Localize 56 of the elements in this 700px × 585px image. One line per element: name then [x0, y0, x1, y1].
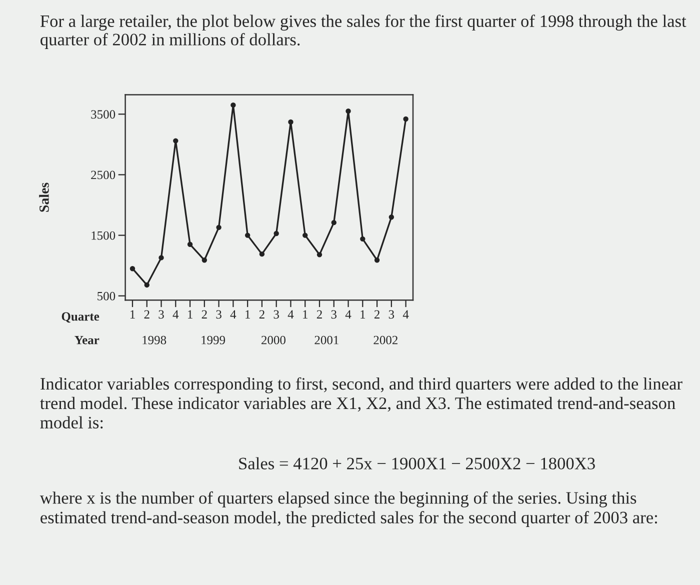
point	[360, 236, 366, 242]
text: Year	[74, 336, 100, 344]
point	[173, 138, 178, 144]
x-tick-label: 3	[388, 310, 394, 319]
x-tick-label: 4	[402, 310, 409, 318]
point	[274, 230, 279, 236]
y-tick-label: 500	[98, 292, 116, 300]
point	[346, 108, 351, 114]
point	[288, 119, 294, 125]
point	[316, 252, 322, 258]
point	[130, 266, 136, 272]
text: 1999	[202, 336, 226, 344]
point	[403, 116, 408, 122]
x-tick-label: 2	[374, 310, 380, 318]
x-tick-label: 1	[246, 310, 250, 318]
text: where x is the number of quarters elapsed since the beginning of the series. Using this estimated trend-and-season model, the predicted sales for the second quarter of 2003 are:	[40, 491, 657, 527]
y-tick-label: 3500	[91, 110, 116, 119]
x-tick-label: 1	[130, 310, 135, 318]
x-tick-label: 4	[230, 310, 236, 318]
x-tick-label: 3	[158, 310, 164, 319]
x-tick-label: 2	[259, 310, 264, 318]
x-tick-label: 4	[172, 310, 179, 318]
x-tick-label: 4	[345, 310, 352, 318]
point	[187, 242, 193, 247]
text: Sales = 4120 + 25x − 1900X1 − 2500X2 − 1800X3	[239, 457, 595, 470]
point	[158, 255, 164, 260]
x-tick-label: 3	[331, 310, 337, 319]
point	[302, 232, 308, 238]
point	[331, 220, 336, 226]
y-tick-label: 1500	[92, 231, 116, 240]
y-axis-title: Sales	[39, 182, 49, 212]
chart-title: For a large retailer, the plot below gives the sales for the first quarter of 1998 through the last quarter of 2002 in millions of dollars.	[40, 14, 686, 49]
text: Quarte	[62, 312, 100, 323]
point	[388, 214, 394, 220]
x-tick-label: 2	[316, 310, 322, 318]
text: 2000	[262, 336, 286, 344]
point	[244, 232, 250, 238]
x-tick-label: 1	[303, 310, 308, 318]
x-tick-label: 1	[360, 310, 366, 318]
x-tick-label: 1	[188, 310, 192, 318]
point	[216, 224, 222, 230]
point	[144, 282, 150, 288]
x-tick-label: 3	[216, 310, 222, 319]
text: 2002	[374, 336, 398, 344]
text: 2001	[314, 336, 338, 344]
text: 1998	[142, 336, 166, 344]
text: Indicator variables corresponding to first, second, and third quarters were added to the linear trend model. These indicator variables are X1, X2, and X3. The estimated trend-and-season model is:	[40, 377, 682, 429]
x-tick-label: 2	[202, 310, 207, 318]
point	[259, 251, 265, 257]
x-tick-label: 3	[274, 310, 279, 319]
x-tick-label: 4	[288, 310, 294, 318]
y-tick-label: 2500	[91, 170, 116, 180]
point	[374, 258, 380, 263]
point	[202, 258, 208, 263]
point	[230, 102, 236, 108]
x-tick-label: 2	[144, 310, 150, 318]
